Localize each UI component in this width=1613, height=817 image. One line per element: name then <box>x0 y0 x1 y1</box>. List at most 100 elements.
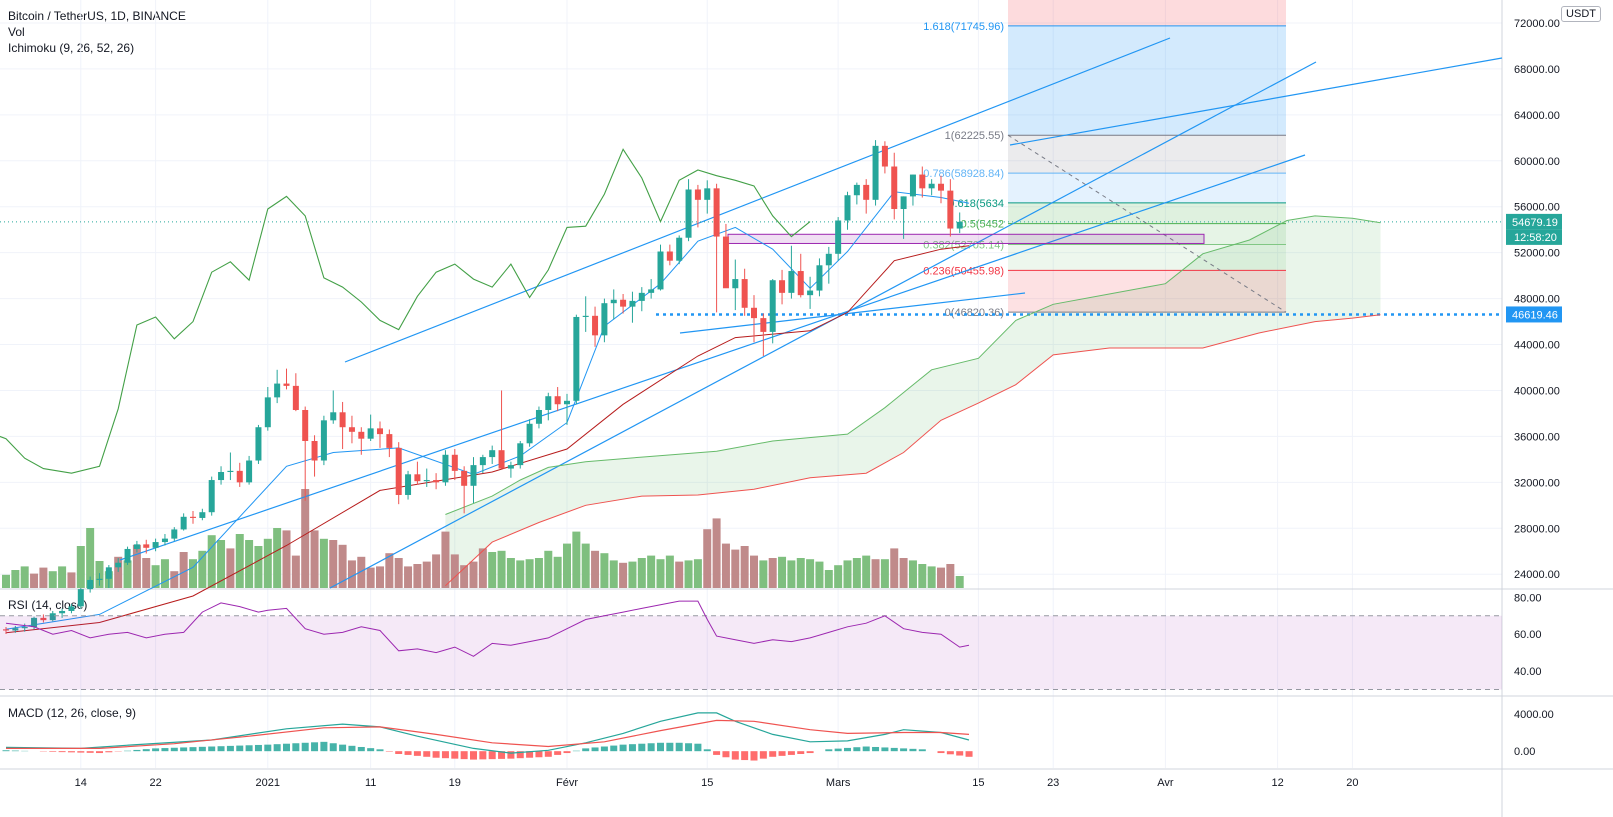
candle-body <box>180 516 187 530</box>
macd-histogram-bar <box>77 751 85 753</box>
macd-histogram-bar <box>507 751 515 759</box>
volume-bar <box>460 565 469 588</box>
rsi-tick-label: 80.00 <box>1514 592 1542 604</box>
ichimoku-legend[interactable]: Ichimoku (9, 26, 52, 26) <box>8 41 135 55</box>
volume-bar <box>2 574 10 588</box>
volume-bar <box>310 530 319 588</box>
candle-body <box>21 627 28 629</box>
candle-body <box>377 428 383 435</box>
volume-bar <box>703 529 712 588</box>
volume-bar <box>366 567 375 588</box>
macd-histogram-bar <box>638 743 646 752</box>
macd-histogram-bar <box>161 748 169 752</box>
candle-body <box>835 220 842 254</box>
volume-bar <box>880 559 889 588</box>
volume-legend[interactable]: Vol <box>8 25 25 39</box>
macd-histogram-bar <box>778 751 786 756</box>
fib-zone <box>1008 25 1286 136</box>
symbol-legend[interactable]: Bitcoin / TetherUS, 1D, BINANCE <box>8 9 186 23</box>
volume-bar <box>497 550 506 588</box>
rsi-legend[interactable]: RSI (14, close) <box>8 598 88 612</box>
macd-histogram-bar <box>367 748 375 752</box>
trend-line <box>1009 57 1503 146</box>
candle-body <box>582 315 589 317</box>
candle-body <box>694 189 701 200</box>
trend-line <box>679 292 1026 334</box>
volume-bar <box>516 560 525 588</box>
price-tick-label: 60000.00 <box>1514 156 1560 168</box>
trend-line <box>344 37 1171 363</box>
volume-bar <box>58 566 67 588</box>
volume-bar <box>824 570 833 588</box>
fib-level-label: 1(62225.55) <box>945 130 1004 142</box>
macd-histogram-bar <box>339 744 347 752</box>
candle-body <box>133 544 140 549</box>
macd-histogram-bar <box>413 751 421 756</box>
volume-bar <box>778 556 787 588</box>
volume-bar <box>862 555 871 588</box>
macd-histogram-bar <box>881 747 889 752</box>
fibonacci-retracement[interactable]: 1.618(71745.96) 1(62225.55) 0.786(58928.84… <box>923 0 1287 319</box>
macd-histogram-bar <box>554 751 562 755</box>
fib-level-label: 1.618(71745.96) <box>923 21 1004 33</box>
volume-bar <box>581 543 590 588</box>
volume-bar <box>647 555 656 588</box>
candle-body <box>844 195 851 221</box>
macd-histogram-bar <box>806 751 814 754</box>
volume-bar <box>301 489 310 588</box>
price-tick-label: 36000.00 <box>1514 431 1560 443</box>
date-tick-label: 23 <box>1047 777 1059 789</box>
volume-bar <box>76 546 85 588</box>
candle-body <box>816 265 823 291</box>
volume-bar <box>815 561 824 588</box>
candle-body <box>722 236 729 289</box>
candle-body <box>152 542 159 548</box>
candle-body <box>713 188 720 237</box>
macd-legend[interactable]: MACD (12, 26, close, 9) <box>8 706 137 720</box>
candles[interactable] <box>3 140 963 634</box>
volume-bar <box>319 538 328 588</box>
price-tick-label: 72000.00 <box>1514 18 1560 30</box>
macd-histogram-bar <box>759 751 767 759</box>
macd-histogram-bar <box>582 748 590 752</box>
volume-bar <box>712 518 721 588</box>
volume-bar <box>450 554 459 588</box>
volume-bar <box>525 559 534 588</box>
macd-histogram-bar <box>283 743 290 752</box>
candle-body <box>414 474 421 482</box>
candle-body <box>161 538 168 543</box>
price-tick-label: 32000.00 <box>1514 477 1560 489</box>
trend-channels[interactable] <box>0 37 1503 589</box>
candle-body <box>274 383 281 398</box>
macd-histogram-bar <box>544 751 552 757</box>
volume-bar <box>263 538 272 588</box>
candle-body <box>479 457 486 466</box>
volume-bar <box>170 571 179 588</box>
currency-badge[interactable]: USDT <box>1561 6 1601 22</box>
macd-histogram-bar <box>86 751 94 753</box>
macd-histogram-bar <box>376 749 384 752</box>
macd-histogram-bar <box>460 751 468 760</box>
candle-body <box>685 189 692 238</box>
candle-body <box>676 237 683 261</box>
volume-bar <box>731 549 740 588</box>
price-tick-label: 56000.00 <box>1514 202 1560 214</box>
macd-histogram-bar <box>890 747 898 752</box>
macd-histogram-bar <box>423 751 431 757</box>
fib-zone <box>1008 202 1286 224</box>
axes: 72000.00 68000.00 64000.00 60000.00 56000.00… <box>75 18 1562 789</box>
volume-bar <box>347 560 356 588</box>
volume-bar <box>30 573 39 588</box>
volume-bars <box>2 489 964 588</box>
volume-bar <box>787 560 796 588</box>
candle-body <box>330 412 337 421</box>
macd-histogram-bar <box>133 749 141 752</box>
volume-bar <box>693 559 702 588</box>
fib-trend-line <box>1007 134 1287 313</box>
macd-histogram-bar <box>432 751 440 758</box>
candle-body <box>320 420 327 461</box>
macd-histogram-bar <box>488 751 496 760</box>
macd-histogram-bar <box>713 751 721 755</box>
candle-body <box>124 548 131 563</box>
